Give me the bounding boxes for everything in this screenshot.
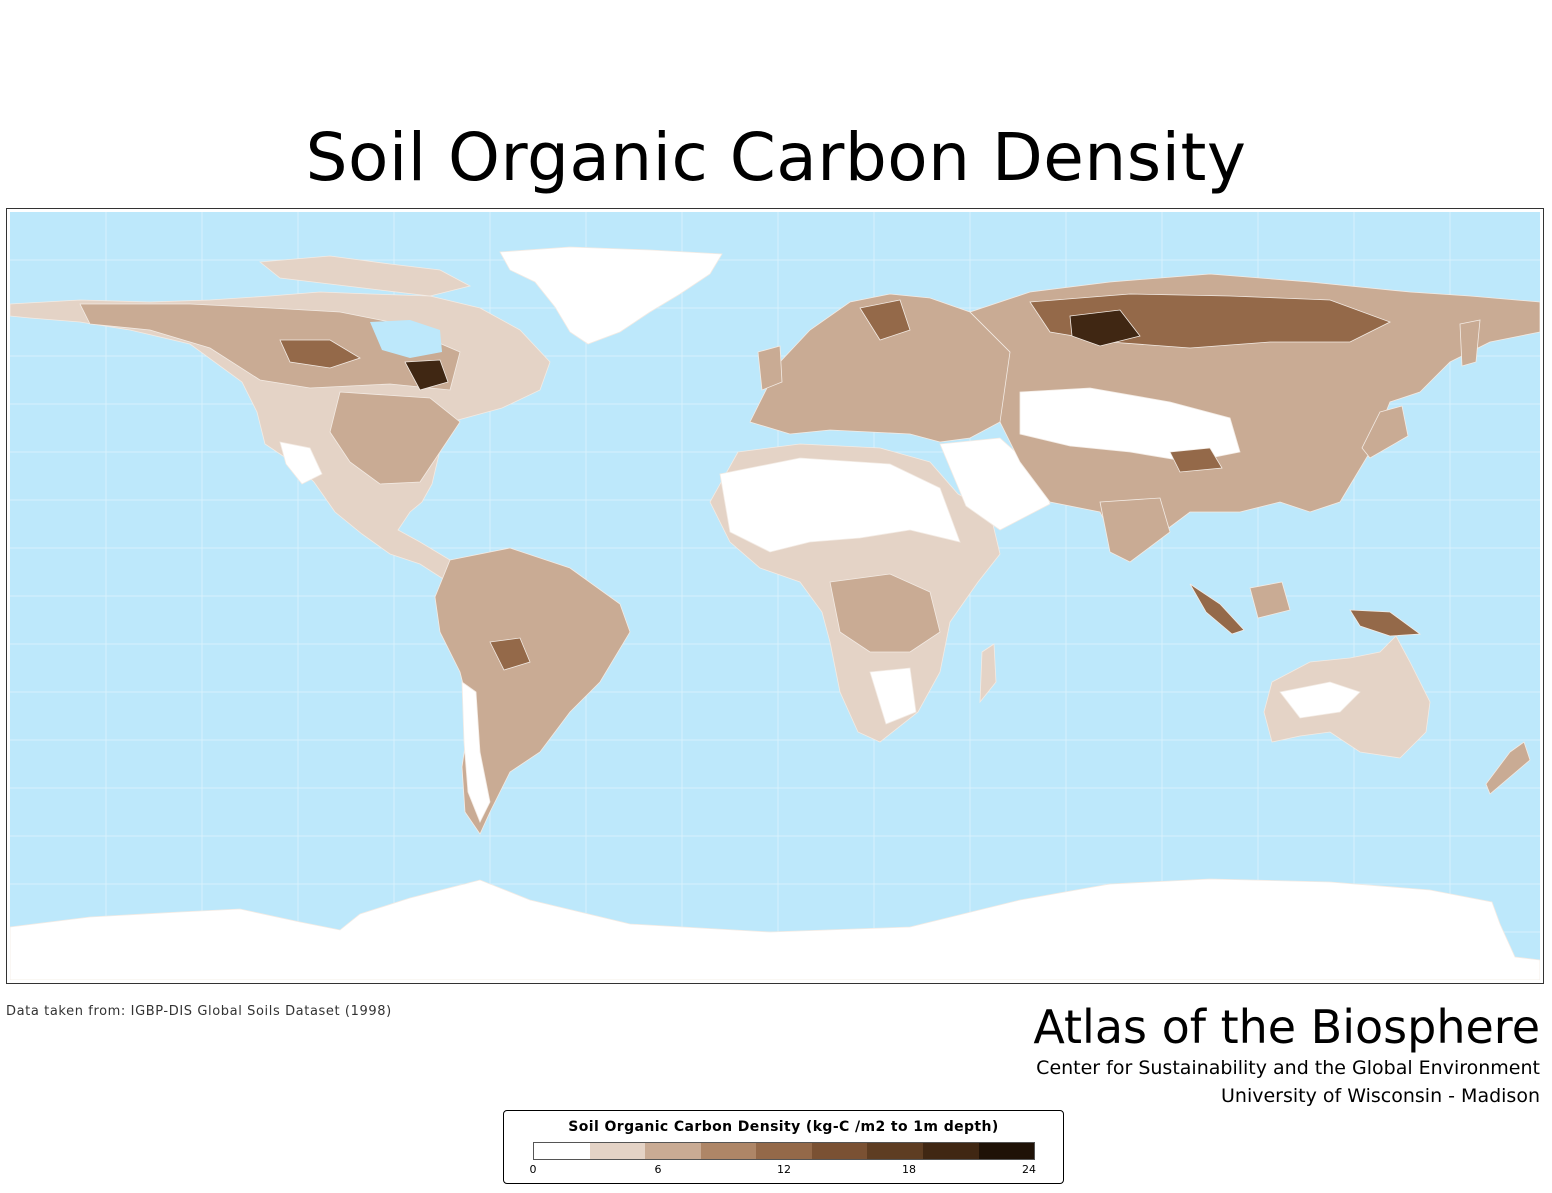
india <box>1099 497 1171 563</box>
legend-swatch-7 <box>922 1143 979 1159</box>
legend-tick-24: 24 <box>1022 1163 1036 1176</box>
new-guinea <box>1349 609 1422 637</box>
hudson-bay-lowlands <box>404 359 449 391</box>
brand-subtitle-university: University of Wisconsin - Madison <box>1221 1085 1540 1107</box>
legend-swatch-4 <box>756 1143 812 1159</box>
sahara <box>719 457 961 553</box>
north-america-wetlands <box>279 339 361 369</box>
legend-title: Soil Organic Carbon Density (kg-C /m2 to… <box>568 1119 999 1135</box>
legend-swatch-8 <box>978 1143 1035 1159</box>
page-title: Soil Organic Carbon Density <box>305 119 1247 196</box>
central-africa <box>829 573 941 653</box>
british-isles <box>757 345 783 391</box>
hudson-bay <box>370 320 442 358</box>
north-america-east <box>329 391 461 485</box>
legend-swatch-1 <box>589 1143 646 1159</box>
brand-block: Atlas of the Biosphere Center for Sustai… <box>1033 1000 1540 1110</box>
amazon-high <box>489 637 531 671</box>
legend-tick-18: 18 <box>902 1163 916 1176</box>
borneo <box>1249 581 1291 619</box>
canadian-archipelago <box>258 255 472 297</box>
brand-title: Atlas of the Biosphere <box>1033 1000 1540 1054</box>
legend-swatch-6 <box>867 1143 923 1159</box>
kalahari <box>869 667 917 725</box>
greenland <box>499 246 723 345</box>
legend-swatch-5 <box>811 1143 868 1159</box>
legend: Soil Organic Carbon Density (kg-C /m2 to… <box>503 1110 1064 1184</box>
legend-swatch-0 <box>534 1143 590 1159</box>
madagascar <box>979 643 997 704</box>
new-zealand <box>1485 741 1531 795</box>
west-siberian-peatland <box>1069 309 1141 347</box>
legend-tick-0: 0 <box>529 1163 537 1176</box>
legend-tick-12: 12 <box>777 1163 791 1176</box>
atacama-patagonia <box>461 681 491 823</box>
kamchatka <box>1459 319 1481 367</box>
north-america-dry-west <box>279 441 323 485</box>
world-map <box>10 212 1540 980</box>
south-america <box>434 547 631 835</box>
sumatra <box>1189 583 1245 635</box>
legend-tick-6: 6 <box>654 1163 662 1176</box>
legend-swatch-2 <box>645 1143 701 1159</box>
legend-color-bar <box>533 1142 1035 1160</box>
antarctica <box>10 878 1540 980</box>
legend-swatch-3 <box>700 1143 757 1159</box>
japan <box>1361 405 1409 459</box>
australia-desert <box>1279 681 1361 719</box>
data-source-note: Data taken from: IGBP-DIS Global Soils D… <box>6 1004 392 1019</box>
scandinavia-peat <box>859 299 911 341</box>
map-frame: Soil Organic Carbon Density (kg-C /m2 to… <box>6 208 1544 1184</box>
brand-subtitle-center: Center for Sustainability and the Global… <box>1036 1057 1540 1079</box>
tibet-high <box>1169 447 1223 473</box>
